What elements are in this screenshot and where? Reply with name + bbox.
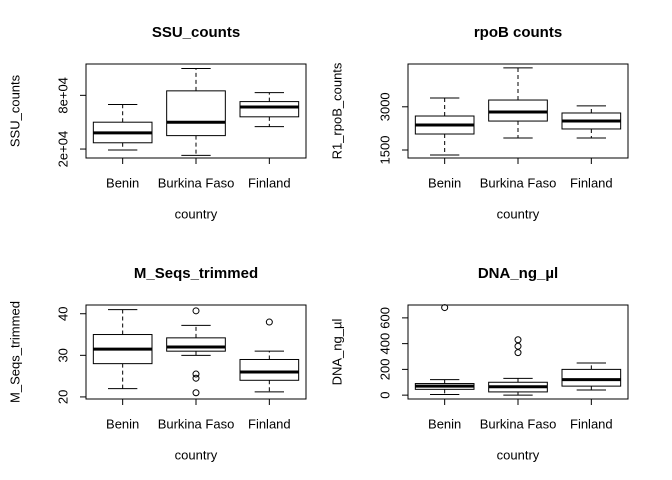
x-axis-label: country xyxy=(497,206,540,221)
y-axis-label: R1_rpoB_counts xyxy=(329,62,344,159)
outlier xyxy=(514,342,522,350)
outlier xyxy=(441,304,449,312)
x-tick-label: Finland xyxy=(570,416,613,431)
x-tick-label: Finland xyxy=(570,175,613,190)
y-tick-label: 20 xyxy=(55,390,70,404)
outlier xyxy=(514,349,522,357)
x-tick-label: Benin xyxy=(106,175,139,190)
chart-title: SSU_counts xyxy=(152,24,240,41)
outlier xyxy=(514,336,522,344)
box xyxy=(239,101,300,118)
x-axis-label: country xyxy=(175,447,218,462)
x-axis-label: country xyxy=(175,206,218,221)
x-tick-label: Benin xyxy=(428,416,461,431)
chart-title: DNA_ng_µl xyxy=(478,265,558,282)
y-tick-label: 3000 xyxy=(377,92,392,121)
x-tick-label: Burkina Faso xyxy=(480,416,557,431)
y-tick-label: 30 xyxy=(55,348,70,362)
y-axis-label: DNA_ng_µl xyxy=(329,319,344,386)
outlier xyxy=(192,307,200,315)
chart-title: rpoB counts xyxy=(474,24,562,41)
box xyxy=(239,358,300,381)
y-tick-label: 200 xyxy=(377,359,392,381)
y-tick-label: 1500 xyxy=(377,136,392,165)
x-tick-label: Finland xyxy=(248,175,291,190)
y-tick-label: 40 xyxy=(55,307,70,321)
outlier xyxy=(192,389,200,397)
y-tick-label: 400 xyxy=(377,333,392,355)
x-tick-label: Burkina Faso xyxy=(480,175,557,190)
y-tick-label: 2e+04 xyxy=(55,131,70,168)
box xyxy=(561,368,622,387)
x-tick-label: Finland xyxy=(248,416,291,431)
box xyxy=(166,90,226,137)
outlier xyxy=(265,318,273,326)
x-axis-label: country xyxy=(497,447,540,462)
outlier xyxy=(192,370,200,378)
box xyxy=(166,337,226,352)
x-tick-label: Burkina Faso xyxy=(158,416,235,431)
y-tick-label: 600 xyxy=(377,307,392,329)
y-tick-label: 8e+04 xyxy=(55,77,70,114)
x-tick-label: Burkina Faso xyxy=(158,175,235,190)
y-tick-label: 0 xyxy=(377,392,392,399)
x-tick-label: Benin xyxy=(106,416,139,431)
x-tick-label: Benin xyxy=(428,175,461,190)
outlier xyxy=(192,374,200,382)
y-axis-label: M_Seqs_trimmed xyxy=(7,301,22,403)
y-axis-label: SSU_counts xyxy=(7,74,22,147)
chart-title: M_Seqs_trimmed xyxy=(134,265,258,282)
